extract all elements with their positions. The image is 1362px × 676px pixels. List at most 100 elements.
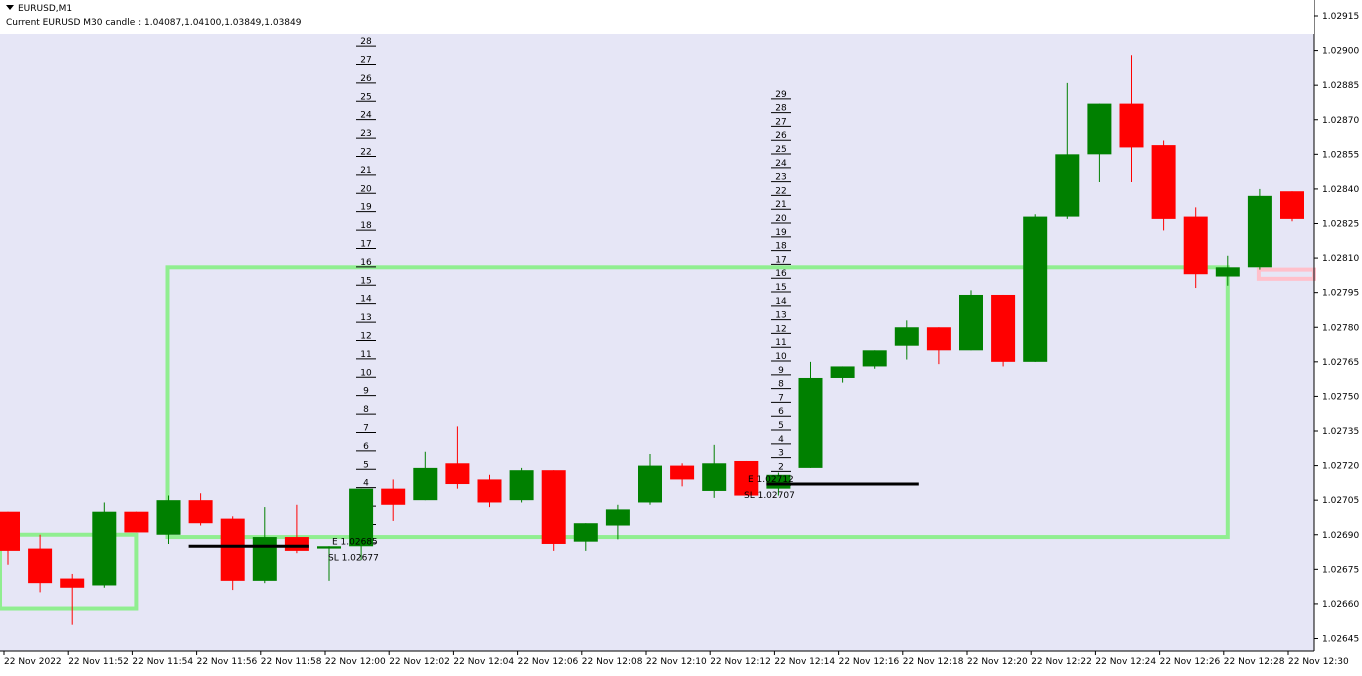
candle[interactable] <box>1119 55 1144 182</box>
candle-body[interactable] <box>445 463 470 485</box>
candle[interactable] <box>445 426 470 489</box>
candle[interactable] <box>798 361 823 468</box>
candle-body[interactable] <box>1280 191 1304 219</box>
candle[interactable] <box>28 534 53 593</box>
candle-body[interactable] <box>1087 103 1112 155</box>
candle[interactable] <box>124 511 149 533</box>
ladder-label: 21 <box>775 200 786 210</box>
candle-body[interactable] <box>638 465 662 503</box>
price-tick-label: 1.02660 <box>1322 600 1359 610</box>
ladder-label: 7 <box>778 393 784 403</box>
candle[interactable] <box>605 504 630 540</box>
candle[interactable] <box>188 493 213 526</box>
candle[interactable] <box>1280 191 1304 222</box>
candle-body[interactable] <box>959 294 983 351</box>
candle[interactable] <box>156 495 181 544</box>
candle-body[interactable] <box>509 470 534 501</box>
ladder-label: 10 <box>775 352 787 362</box>
candle-body[interactable] <box>284 537 309 551</box>
plot-area[interactable] <box>0 0 1314 651</box>
candle[interactable] <box>0 511 20 565</box>
candle[interactable] <box>894 320 919 360</box>
candle-body[interactable] <box>862 350 887 367</box>
candle[interactable] <box>1215 255 1240 286</box>
time-tick-label: 22 Nov 2022 <box>4 657 62 667</box>
candle-body[interactable] <box>573 523 598 542</box>
candle-body[interactable] <box>124 511 149 533</box>
symbol-text: EURUSD,M1 <box>18 4 73 14</box>
ladder-label: 8 <box>363 405 369 415</box>
candle-body[interactable] <box>92 511 117 586</box>
candle[interactable] <box>220 516 245 591</box>
candle-body[interactable] <box>0 511 20 551</box>
candle[interactable] <box>862 350 887 369</box>
ladder-label: 21 <box>360 166 371 176</box>
candle-body[interactable] <box>381 488 406 505</box>
candle-body[interactable] <box>156 500 181 535</box>
candle[interactable] <box>702 444 727 498</box>
candle-body[interactable] <box>477 479 502 503</box>
ladder-label: 25 <box>775 145 786 155</box>
candle[interactable] <box>60 573 85 625</box>
candle[interactable] <box>1055 82 1080 219</box>
candle[interactable] <box>734 460 759 496</box>
candle-body[interactable] <box>830 366 855 378</box>
candle[interactable] <box>477 474 502 508</box>
zone-box[interactable] <box>0 532 139 611</box>
candle-body[interactable] <box>1183 216 1208 275</box>
candle-body[interactable] <box>670 465 695 480</box>
ladder-label: 17 <box>360 239 371 249</box>
candle-body[interactable] <box>60 578 85 588</box>
dropdown-triangle-icon[interactable] <box>6 5 14 10</box>
candle[interactable] <box>926 327 951 365</box>
symbol-label[interactable]: EURUSD,M1 <box>6 4 72 14</box>
candle[interactable] <box>349 488 374 561</box>
candle-body[interactable] <box>317 546 341 549</box>
ladder-label: 6 <box>778 407 784 417</box>
candle[interactable] <box>509 467 534 503</box>
time-tick-label: 22 Nov 12:08 <box>582 657 643 667</box>
candle-body[interactable] <box>1023 216 1048 362</box>
candle-body[interactable] <box>349 488 374 547</box>
candle[interactable] <box>317 546 341 581</box>
candle-body[interactable] <box>1055 154 1080 217</box>
candle[interactable] <box>573 523 598 551</box>
candle[interactable] <box>991 294 1016 367</box>
candle-body[interactable] <box>1151 145 1176 219</box>
candle[interactable] <box>381 479 406 521</box>
candle-body[interactable] <box>413 467 438 501</box>
candle[interactable] <box>638 454 662 505</box>
candle-body[interactable] <box>734 460 759 496</box>
candle-body[interactable] <box>188 500 213 524</box>
candle-body[interactable] <box>1119 103 1144 148</box>
candle[interactable] <box>959 290 983 351</box>
candle[interactable] <box>1247 188 1272 270</box>
zone-box[interactable] <box>165 265 1230 540</box>
candle[interactable] <box>413 451 438 501</box>
candle[interactable] <box>1183 207 1208 289</box>
candle-body[interactable] <box>541 470 566 544</box>
candle-body[interactable] <box>1247 195 1272 268</box>
candle[interactable] <box>1023 214 1048 362</box>
candle[interactable] <box>830 366 855 383</box>
candle-body[interactable] <box>702 463 727 491</box>
candle[interactable] <box>541 470 566 551</box>
candle[interactable] <box>92 502 117 588</box>
candle[interactable] <box>1151 140 1176 231</box>
candle-body[interactable] <box>220 518 245 581</box>
candle-body[interactable] <box>252 537 277 581</box>
candle-body[interactable] <box>1215 267 1240 277</box>
candle-body[interactable] <box>894 327 919 346</box>
candle-body[interactable] <box>605 509 630 526</box>
candle-body[interactable] <box>28 548 53 584</box>
ladder-label: 3 <box>778 449 784 459</box>
time-tick-label: 22 Nov 12:14 <box>774 657 835 667</box>
candle[interactable] <box>1087 103 1112 182</box>
candle-body[interactable] <box>926 327 951 351</box>
candle[interactable] <box>670 463 695 487</box>
price-tick-label: 1.02870 <box>1322 116 1359 126</box>
candle-body[interactable] <box>798 377 823 468</box>
candle-body[interactable] <box>991 294 1016 362</box>
